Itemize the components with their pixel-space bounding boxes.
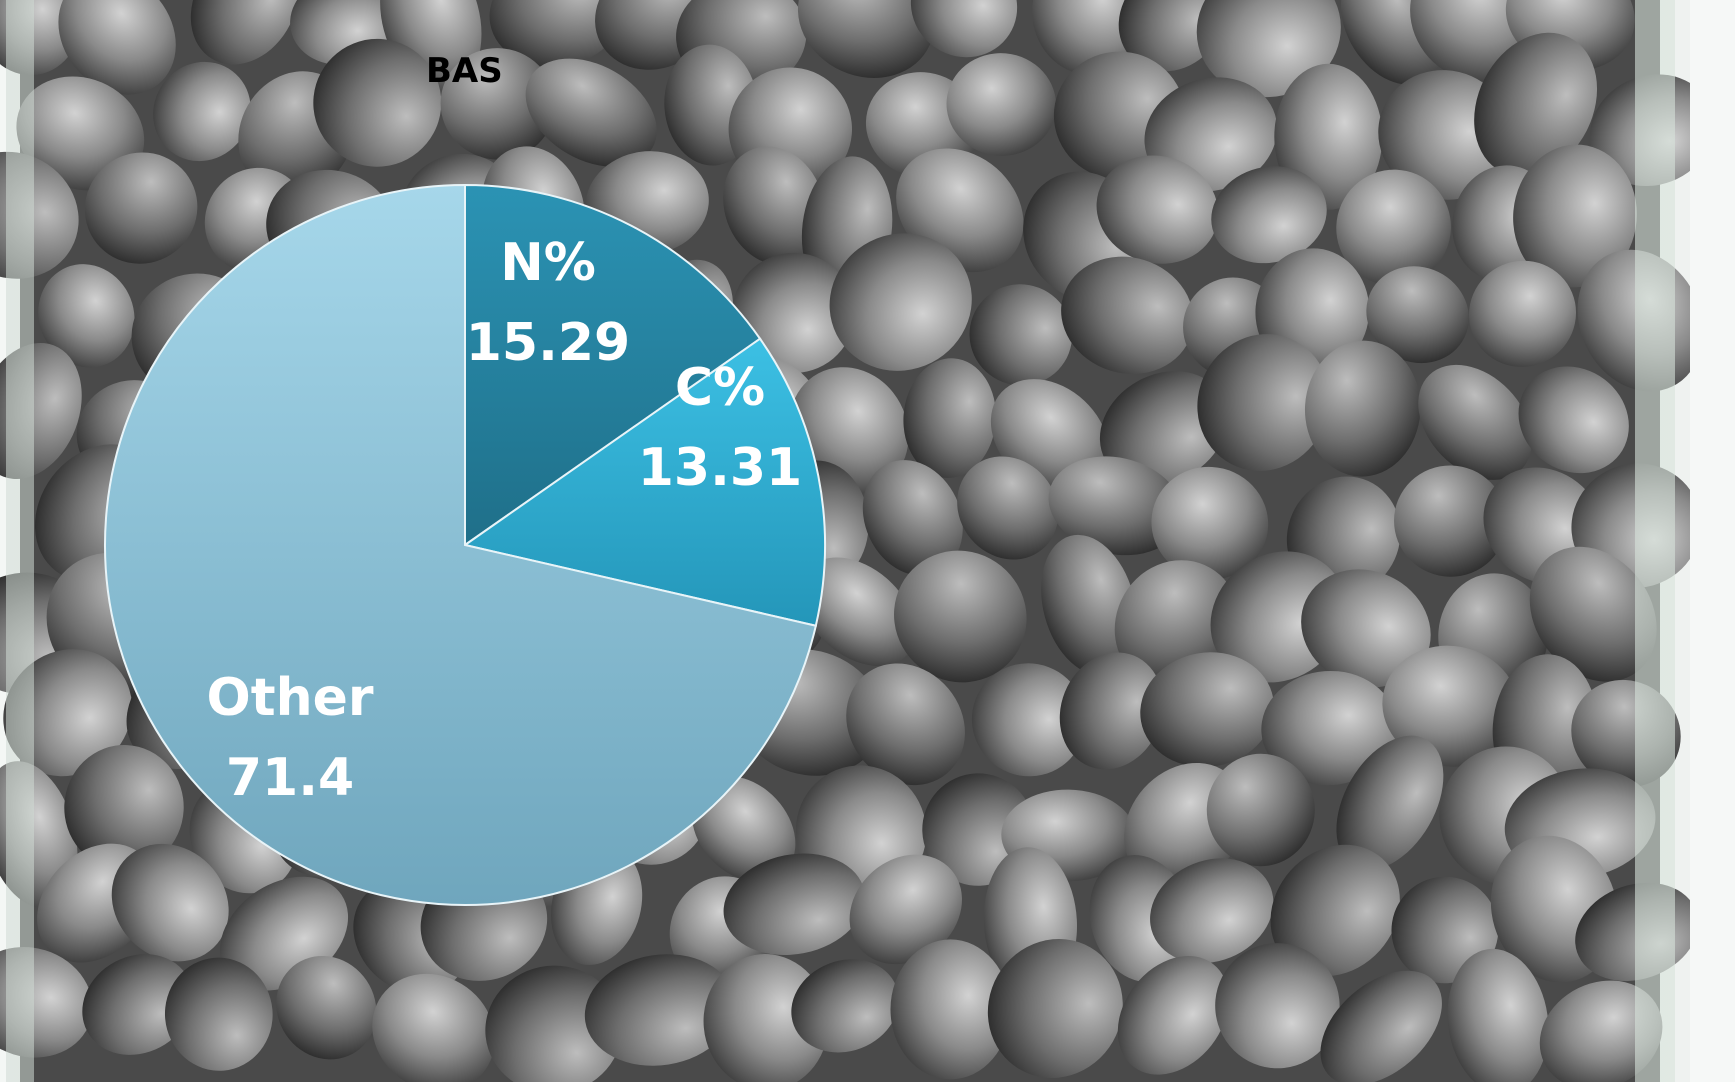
pie-value-c: 13.31 (638, 438, 802, 498)
granule (1513, 144, 1637, 288)
pie-slices (104, 183, 826, 906)
granule (1032, 0, 1145, 75)
granule (84, 152, 198, 264)
granule (1059, 652, 1164, 770)
granule (849, 854, 962, 965)
granule (1206, 753, 1315, 867)
pie-value-n: 15.29 (466, 313, 630, 373)
granule (1140, 652, 1274, 768)
granule (910, 0, 1018, 58)
granule (1061, 256, 1194, 374)
granule (485, 965, 622, 1082)
granule (723, 853, 865, 956)
granule (987, 939, 1123, 1078)
granule (440, 48, 556, 160)
granule (313, 38, 442, 167)
granule (1418, 364, 1532, 480)
granule (894, 550, 1027, 683)
granule (1096, 155, 1219, 264)
granule (1336, 169, 1451, 286)
granule (38, 264, 135, 368)
granule (723, 146, 825, 266)
granule (1366, 266, 1469, 364)
granule (797, 0, 935, 78)
dish-rim-right (1635, 0, 1675, 1082)
granule (164, 957, 273, 1071)
granule (957, 456, 1059, 560)
granule (1197, 334, 1330, 471)
granule (1261, 670, 1397, 786)
pie-slice-n (464, 183, 762, 547)
granule (276, 955, 377, 1060)
granule (1270, 844, 1400, 977)
granule (1539, 980, 1663, 1082)
dish-rim-right-edge (1690, 0, 1735, 1082)
granule (969, 284, 1073, 386)
granule (64, 745, 184, 870)
granule (890, 939, 1011, 1080)
granule (1048, 456, 1183, 556)
pie-slice-c (462, 337, 826, 627)
granule (190, 0, 298, 65)
granule (846, 663, 965, 786)
granule (971, 663, 1086, 777)
granule (800, 557, 916, 667)
granule (1304, 340, 1421, 477)
granule (489, 0, 625, 67)
granule (584, 954, 736, 1066)
granule (1301, 569, 1431, 688)
granule (1099, 371, 1228, 485)
granule (1150, 858, 1274, 964)
granule (862, 460, 963, 576)
granule (1447, 948, 1549, 1082)
pie-labels: N% 15.29 C% 13.31 Other 71.4 (207, 233, 803, 808)
granule (946, 53, 1057, 156)
granule (791, 959, 899, 1053)
chart-title: BAS (426, 51, 503, 91)
granule (1117, 955, 1229, 1075)
granule (372, 973, 495, 1082)
granule (82, 954, 193, 1055)
dish-rim-left (6, 0, 34, 1082)
pie-slice-other (104, 183, 818, 906)
granule (525, 58, 657, 167)
granule (1320, 970, 1442, 1082)
granule (1151, 466, 1269, 580)
granule (703, 954, 829, 1082)
granule (1518, 366, 1629, 474)
granule (111, 843, 229, 962)
granule (1336, 735, 1444, 870)
granule (1196, 0, 1341, 98)
pie-label-n: N% (500, 233, 596, 293)
granule (1468, 260, 1577, 367)
granule (3, 649, 132, 777)
granule (1211, 166, 1327, 264)
granule (1474, 32, 1598, 177)
granule (1394, 465, 1507, 577)
granule (1215, 943, 1340, 1069)
pie-label-c: C% (675, 358, 765, 418)
pie-label-other: Other (207, 668, 374, 728)
pie-value-other: 71.4 (226, 748, 354, 808)
granule (1041, 534, 1137, 676)
granule (829, 233, 972, 371)
granule (1340, 0, 1443, 85)
granule (1410, 0, 1540, 82)
granule (153, 61, 251, 162)
granule (903, 358, 996, 478)
granule (58, 0, 176, 95)
granule (1529, 546, 1657, 682)
